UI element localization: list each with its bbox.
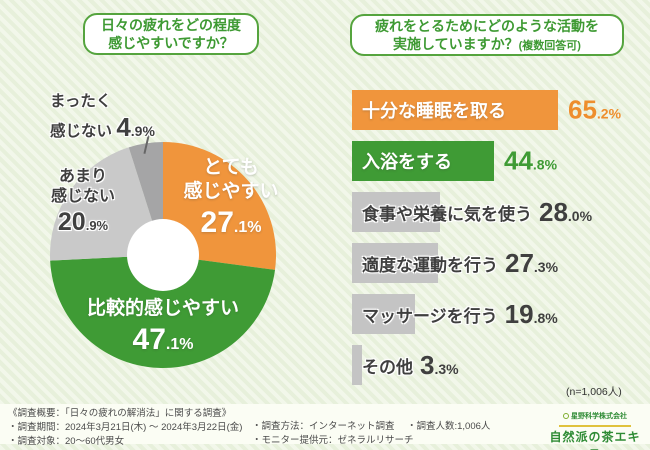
ring-icon: [563, 413, 569, 419]
sample-size-note: (n=1,006人): [566, 386, 622, 398]
bar-value: 44.8%: [504, 145, 558, 176]
pie-label-very: とても 感じやすい 27.1%: [166, 156, 296, 241]
bar-text: マッサージを行う 19.8%: [362, 294, 558, 334]
bar-value: 65.2%: [568, 94, 622, 125]
bar-row: その他 3.3%: [352, 345, 644, 385]
pie-slice: [50, 147, 163, 261]
company-logo: 星野科学株式会社 自然派の茶エキス 茶テアニン高含有粉末: [545, 406, 645, 450]
bar: [352, 90, 558, 130]
company-name: 星野科学株式会社: [563, 411, 627, 421]
pie-value-none: 4.9%: [116, 112, 155, 143]
bar-row: 適度な運動を行う 27.3%: [352, 243, 644, 283]
gold-divider: [559, 425, 631, 427]
bar: [352, 192, 440, 232]
bar: [352, 345, 362, 385]
pie-value-notmuch: 20.9%: [57, 208, 109, 236]
survey-overview: 《調査概要：「日々の疲れの解消法」に関する調査》 ・調査期間：2024年3月21…: [8, 407, 242, 448]
pie-value-very: 27.1%: [200, 205, 262, 239]
bar: [352, 141, 494, 181]
bar-row: 食事や栄養に気を使う 28.0%: [352, 192, 644, 232]
bar-row: 入浴をする 44.8%: [352, 141, 644, 181]
bar-label: 適度な運動を行う: [362, 255, 498, 275]
bar-label: 十分な睡眠を取る: [362, 101, 506, 121]
bar-value: 27.3%: [505, 247, 559, 278]
bar-label: その他: [362, 357, 413, 377]
bar-value: 19.8%: [504, 298, 558, 329]
survey-period: ・調査期間：2024年3月21日(木) ～ 2024年3月22日(金): [8, 421, 243, 433]
pie-slice: [50, 255, 276, 368]
bar-row: マッサージを行う 19.8%: [352, 294, 644, 334]
survey-count-block: ・調査人数:1,006人: [407, 420, 490, 434]
bar-text: 入浴をする: [362, 141, 452, 181]
bar-value: 3.3%: [420, 349, 459, 380]
activities-bar-chart: 十分な睡眠を取る 65.2% 入浴をする 44.8% 食事や栄養に気を使う 28.0% 適度…: [352, 90, 644, 396]
bar-label: 食事や栄養に気を使う: [362, 204, 532, 224]
pie-label-none: まったく 感じない 4.9%: [50, 93, 155, 143]
product-name: 自然派の茶エキス: [549, 430, 641, 450]
survey-method: ・調査方法：インターネット調査: [252, 421, 395, 432]
survey-summary: 《調査概要：「日々の疲れの解消法」に関する調査》: [8, 408, 232, 419]
survey-monitor: ・モニター提供元：ゼネラルリサーチ: [252, 434, 414, 446]
survey-footer: 《調査概要：「日々の疲れの解消法」に関する調査》 ・調査期間：2024年3月21…: [0, 404, 650, 450]
pie-label-somewhat: 比較的感じやすい 47.1%: [62, 297, 264, 358]
pie-label-notmuch: あまり 感じない 20.9%: [27, 167, 139, 238]
bar: [352, 294, 415, 334]
bar-text: 適度な運動を行う 27.3%: [362, 243, 558, 283]
question-line: 日々の疲れをどの程度: [101, 16, 241, 33]
question-line: 疲れをとるためにどのような活動を: [375, 17, 599, 34]
fatigue-donut-chart: [50, 142, 276, 368]
question-box-activities: 疲れをとるためにどのような活動を 実施していますか？(複数回答可): [350, 14, 624, 56]
survey-method-block: ・調査方法：インターネット調査 ・モニター提供元：ゼネラルリサーチ: [252, 420, 414, 448]
bar-value: 28.0%: [539, 196, 593, 227]
question-box-fatigue-level: 日々の疲れをどの程度 感じやすいですか？: [83, 13, 259, 55]
bar-label: 入浴をする: [362, 152, 452, 172]
survey-target: ・調査対象：20～60代男女: [8, 435, 125, 447]
bar: [352, 243, 438, 283]
bar-text: その他 3.3%: [362, 345, 459, 385]
multi-answer-note: (複数回答可): [518, 39, 581, 52]
bar-label: マッサージを行う: [362, 306, 498, 326]
question-line: 感じやすいですか？: [108, 35, 234, 51]
question-line: 実施していますか？(複数回答可): [393, 35, 581, 52]
bar-row: 十分な睡眠を取る 65.2%: [352, 90, 644, 130]
donut-hole: [127, 219, 199, 291]
bar-text: 十分な睡眠を取る: [362, 90, 506, 130]
bar-text: 食事や栄養に気を使う 28.0%: [362, 192, 592, 232]
pie-value-somewhat: 47.1%: [132, 322, 194, 356]
survey-count: ・調査人数:1,006人: [407, 421, 491, 432]
